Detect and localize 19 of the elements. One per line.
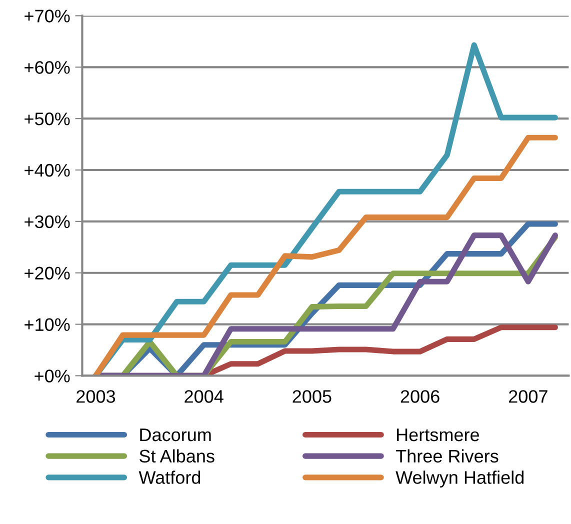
y-tick-label: +0%: [34, 370, 70, 382]
x-tick-label: 2006: [400, 390, 440, 403]
y-tick-label: +10%: [24, 318, 70, 331]
y-tick-label: +40%: [24, 164, 70, 177]
legend-label: Hertsmere: [397, 428, 480, 442]
x-tick-label: 2007: [509, 390, 548, 403]
y-tick-label: +20%: [24, 266, 70, 280]
x-tick-label: 2004: [184, 390, 224, 403]
legend-label: Watford: [138, 470, 200, 484]
legend-label: Dacorum: [140, 428, 211, 442]
x-tick-label: 2003: [76, 390, 116, 403]
y-tick-label: +30%: [24, 215, 70, 228]
legend-label: St Albans: [140, 449, 214, 463]
y-tick-label: +50%: [24, 112, 70, 126]
legend-label: Three Rivers: [396, 449, 498, 463]
x-tick-label: 2005: [292, 390, 332, 403]
legend-label: Welwyn Hatfield: [396, 470, 524, 488]
y-tick-label: +60%: [24, 61, 70, 74]
y-tick-label: +70%: [24, 10, 70, 22]
